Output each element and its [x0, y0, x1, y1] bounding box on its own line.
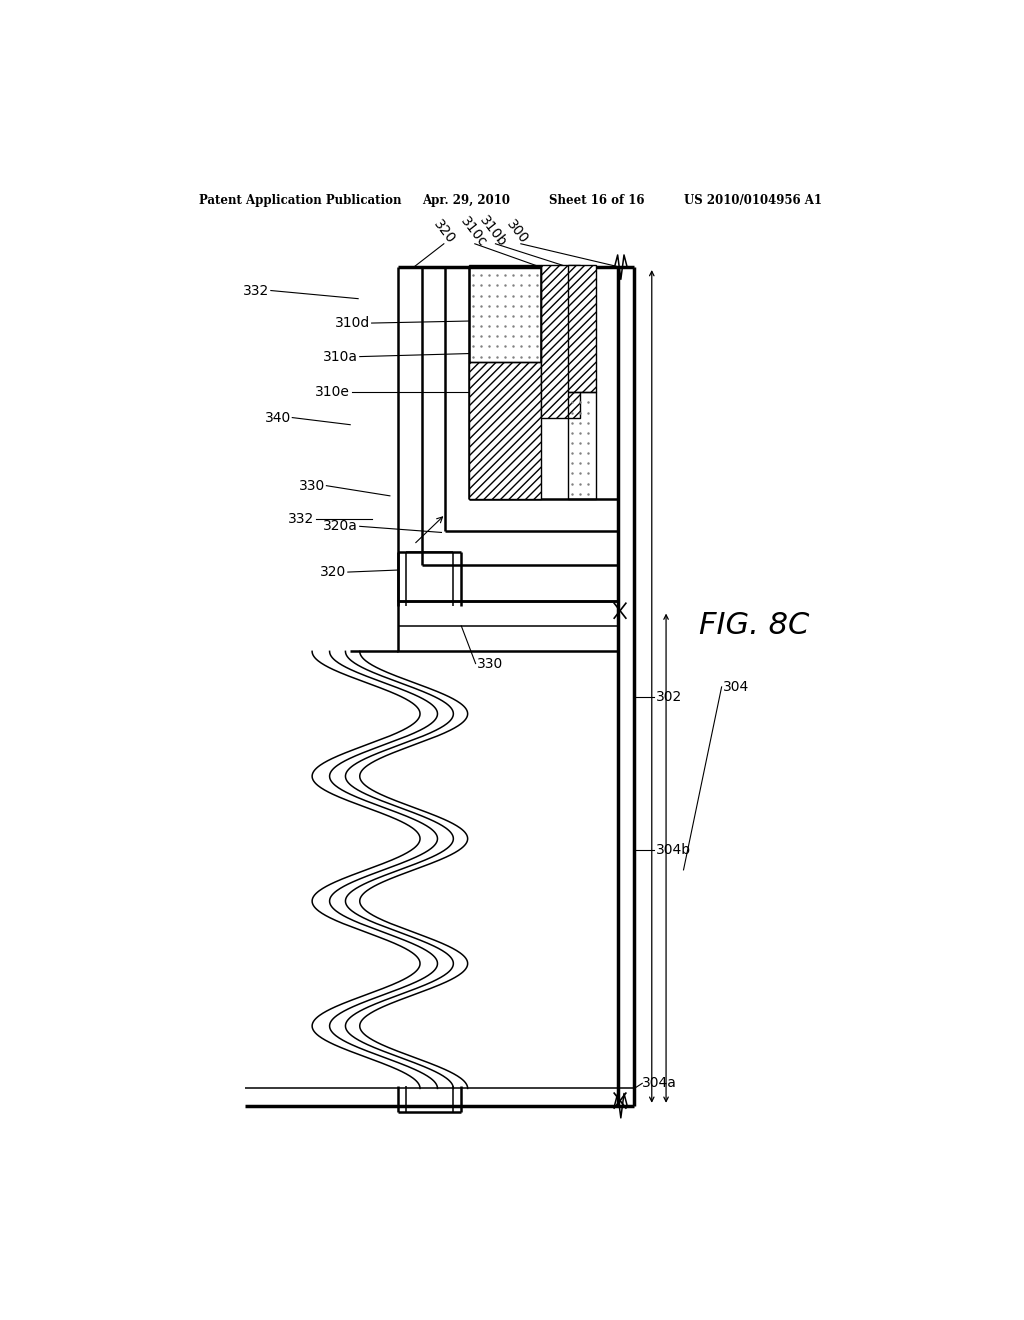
Text: 304b: 304b: [655, 842, 691, 857]
Bar: [541, 265, 581, 417]
Bar: [568, 265, 596, 392]
Bar: [397, 601, 618, 651]
Text: 340: 340: [264, 411, 291, 425]
Text: 332: 332: [243, 284, 269, 297]
Text: 320: 320: [319, 565, 346, 579]
Text: 310b: 310b: [477, 214, 509, 249]
Text: 330: 330: [299, 479, 325, 492]
Text: Sheet 16 of 16: Sheet 16 of 16: [549, 194, 644, 207]
Bar: [568, 392, 596, 499]
Bar: [469, 362, 541, 499]
Text: 304: 304: [723, 680, 750, 694]
Text: 310e: 310e: [315, 385, 350, 399]
Text: Patent Application Publication: Patent Application Publication: [200, 194, 402, 207]
Text: 310d: 310d: [335, 315, 370, 330]
Text: 300: 300: [503, 216, 530, 247]
Text: 330: 330: [477, 656, 504, 671]
Text: 320: 320: [430, 216, 458, 247]
Text: 302: 302: [655, 690, 682, 704]
Text: 320a: 320a: [324, 519, 358, 533]
Text: 304a: 304a: [642, 1076, 677, 1090]
Text: FIG. 8C: FIG. 8C: [699, 611, 810, 640]
Bar: [469, 265, 541, 362]
Text: Apr. 29, 2010: Apr. 29, 2010: [422, 194, 510, 207]
Text: US 2010/0104956 A1: US 2010/0104956 A1: [684, 194, 821, 207]
Text: 332: 332: [288, 512, 314, 527]
Text: 310a: 310a: [324, 350, 358, 363]
Text: 310c: 310c: [458, 214, 489, 249]
